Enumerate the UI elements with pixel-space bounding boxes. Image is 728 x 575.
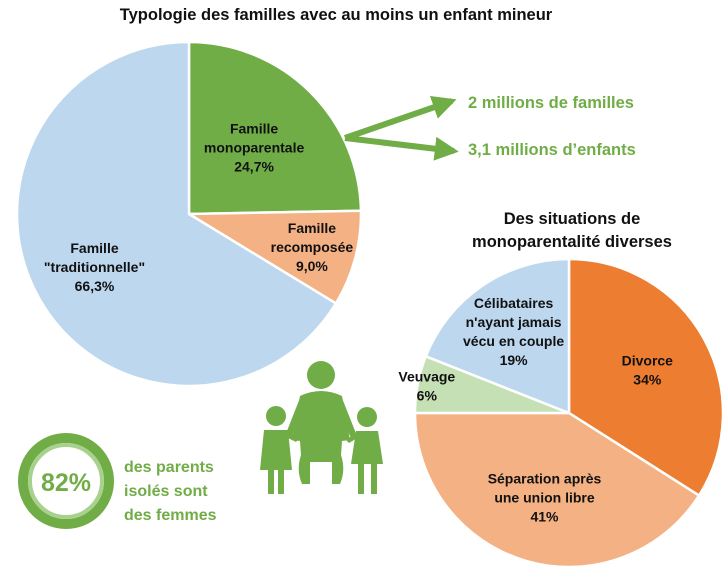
situation-slice-3: [424, 257, 571, 415]
main-chart-title: Typologie des familles avec au moins un …: [120, 6, 553, 24]
family-types-labels: Famille monoparentale 24,7% Famille recompos…: [44, 121, 353, 294]
stat-text: des parents isolés sont des femmes: [124, 459, 217, 524]
family-type-slice-2: [15, 40, 338, 388]
family-type-label-1: Famille recomposée 9,0%: [271, 220, 354, 274]
family-type-label-2: Famille "traditionnelle" 66,3%: [44, 240, 145, 294]
callout-arrows: [344, 95, 459, 161]
single-parent-situations-labels: Divorce 34% Séparation après une union libr…: [398, 295, 673, 524]
callout-arrow-children: [344, 135, 459, 161]
situation-slice-1: [413, 411, 701, 569]
situation-label-0: Divorce 34%: [622, 353, 674, 388]
stat-ring: [18, 433, 114, 529]
family-types-pie: [15, 40, 363, 388]
situation-label-1: Séparation après une union libre 41%: [488, 470, 602, 524]
single-parent-chart-title: Des situations de monoparentalité diverse…: [472, 210, 672, 251]
callout-children: 3,1 millions d’enfants: [468, 141, 636, 159]
family-icon: [260, 361, 383, 494]
stat-percent: 82%: [41, 469, 91, 497]
family-type-slice-1: [184, 209, 363, 306]
single-parent-situations-pie: [413, 257, 725, 569]
callout-families: 2 millions de familles: [468, 94, 634, 112]
family-type-slice-0: [187, 40, 363, 216]
situation-label-3: Célibataires n'ayant jamais vécu en couple…: [463, 295, 564, 368]
situation-label-2: Veuvage 6%: [398, 368, 455, 403]
callout-arrow-families: [344, 95, 457, 141]
family-type-label-0: Famille monoparentale 24,7%: [204, 121, 305, 175]
